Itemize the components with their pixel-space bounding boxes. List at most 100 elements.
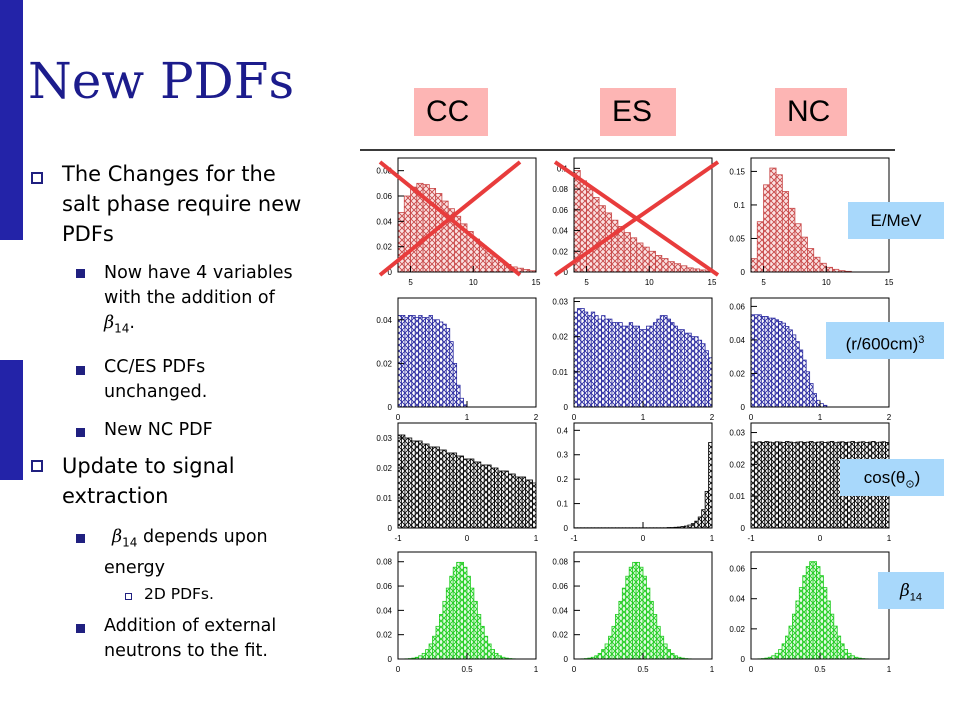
es-energy-bar-16 <box>673 263 682 273</box>
es-energy-bar-11 <box>642 246 650 273</box>
nc-beta14-xtick-label-0: 0 <box>749 665 754 674</box>
nc-cos-bar-16 <box>805 441 811 529</box>
nc-radius-bar-19 <box>816 399 821 408</box>
es-beta14-bar-18 <box>635 561 640 660</box>
cc-cos-xtick-label-0: -1 <box>394 534 402 543</box>
cc-cos-bar-4 <box>411 440 416 529</box>
es-energy-ytick-label-2: 0.04 <box>552 227 568 236</box>
nc-cos-ytick-label-0: 0 <box>741 524 746 533</box>
cc-radius-ytick-label-1: 0.02 <box>376 359 392 368</box>
nc-radius-bar-5 <box>767 317 773 408</box>
cc-cos-ytick-label-0: 0 <box>388 524 393 533</box>
nc-beta14-bar-25 <box>836 635 842 660</box>
cc-cos-bar-16 <box>452 452 458 529</box>
es-beta14-bar-23 <box>652 614 658 660</box>
cc-cos-bar-39 <box>532 482 537 529</box>
nc-radius-ytick-label-3: 0.06 <box>729 302 745 311</box>
es-radius-bar-14 <box>621 325 627 408</box>
cc-cos-bar-23 <box>476 461 482 529</box>
es-cos-ytick-label-4: 0.4 <box>557 426 569 435</box>
cc-beta14-bar-23 <box>476 614 482 660</box>
es-radius-xtick-label-0: 0 <box>572 413 577 422</box>
cc-beta14-bar-28 <box>494 652 499 660</box>
nc-radius-ytick-label-1: 0.02 <box>729 369 745 378</box>
es-radius-xtick-label-1: 1 <box>641 413 646 422</box>
nc-radius-bar-8 <box>778 321 783 408</box>
es-radius-bar-22 <box>649 325 654 408</box>
es-radius-bar-15 <box>625 325 630 408</box>
cc-cos-bar-9 <box>428 446 433 529</box>
nc-cos-bar-2 <box>757 441 762 529</box>
cc-cos-bar-32 <box>507 473 513 529</box>
nc-beta14-ytick-label-0: 0 <box>741 655 746 664</box>
nc-energy-bar-9 <box>807 248 815 273</box>
cc-beta14-bar-20 <box>466 575 471 660</box>
nc-radius-bar-18 <box>812 393 817 408</box>
nc-beta14-ytick-label-1: 0.02 <box>729 625 745 634</box>
bullet-marker-filled <box>76 624 85 633</box>
nc-beta14-bar-10 <box>785 635 790 660</box>
cc-cos-bar-17 <box>456 455 461 529</box>
nc-cos-bar-9 <box>781 442 786 529</box>
cc-cos-bar-3 <box>407 437 413 529</box>
es-radius-bar-17 <box>632 325 637 408</box>
es-energy-frame <box>573 157 713 273</box>
es-radius-bar-39 <box>708 357 713 408</box>
nc-cos-bar-5 <box>767 441 773 529</box>
es-beta14-bar-17 <box>632 561 637 660</box>
es-beta14-ytick-label-1: 0.02 <box>552 631 568 640</box>
cc-energy-bar-1 <box>403 195 411 273</box>
es-beta14-xtick-label-0: 0 <box>572 665 577 674</box>
nc-radius-bar-1 <box>754 314 759 408</box>
es-energy-bar-3 <box>592 196 600 273</box>
nc-beta14-ytick-label-3: 0.06 <box>729 565 745 574</box>
nc-energy-xtick-label-0: 5 <box>761 278 766 287</box>
cc-beta14-bar-15 <box>449 575 454 660</box>
nc-cos-bar-21 <box>823 442 828 529</box>
nc-radius-bar-20 <box>819 403 824 408</box>
cc-cos-bar-33 <box>511 473 516 529</box>
nc-beta14-bar-22 <box>826 600 831 660</box>
cc-cos-ytick-label-1: 0.01 <box>376 494 392 503</box>
row-label-radius: (r/600cm)3 <box>826 322 944 359</box>
cc-cos-bar-26 <box>487 464 492 529</box>
cc-cos-bar-11 <box>435 446 440 529</box>
es-energy-bar-14 <box>661 258 669 273</box>
cc-beta14-bar-9 <box>428 643 433 660</box>
cc-radius-bar-18 <box>459 397 464 408</box>
es-radius-bar-13 <box>618 322 623 408</box>
es-beta14-bar-19 <box>639 566 644 660</box>
bullet-7: 2D PDFs. <box>144 585 214 603</box>
bullet-marker-filled <box>76 366 85 375</box>
es-radius-bar-25 <box>659 315 665 408</box>
column-header-es: ES <box>600 88 676 136</box>
nc-cos-xtick-label-1: 0 <box>818 534 823 543</box>
cc-radius-bar-11 <box>435 319 440 408</box>
es-radius-bar-8 <box>601 315 606 408</box>
cc-energy-ytick-label-0: 0 <box>388 268 393 277</box>
nc-energy-bar-7 <box>794 223 802 273</box>
es-radius-bar-38 <box>704 350 709 408</box>
es-energy-bar-7 <box>617 225 625 273</box>
cc-energy-xtick-label-2: 15 <box>532 278 541 287</box>
bullet-2: Now have 4 variables with the addition of… <box>104 263 293 336</box>
left-bar-segment-gap-2 <box>0 480 23 720</box>
nc-beta14-bar-26 <box>840 643 845 660</box>
nc-cos-bar-12 <box>792 442 797 529</box>
cc-cos-bar-19 <box>463 458 468 529</box>
nc-energy-bar-12 <box>825 266 833 273</box>
nc-radius-bar-0 <box>750 314 755 408</box>
es-beta14-bar-15 <box>625 575 630 660</box>
nc-radius-ytick-label-0: 0 <box>741 403 746 412</box>
es-radius-ytick-label-2: 0.02 <box>552 333 568 342</box>
es-radius-bar-37 <box>701 343 706 408</box>
es-radius-bar-34 <box>690 336 696 408</box>
es-energy-bar-8 <box>623 232 631 273</box>
cc-beta14-bar-11 <box>435 625 440 660</box>
nc-cos-bar-14 <box>798 441 804 529</box>
nc-energy-ytick-label-2: 0.1 <box>734 201 746 210</box>
cc-cos-bar-14 <box>445 452 451 529</box>
nc-cos-bar-15 <box>802 442 807 529</box>
es-beta14-bar-25 <box>659 635 665 660</box>
nc-cos-bar-20 <box>819 441 824 529</box>
